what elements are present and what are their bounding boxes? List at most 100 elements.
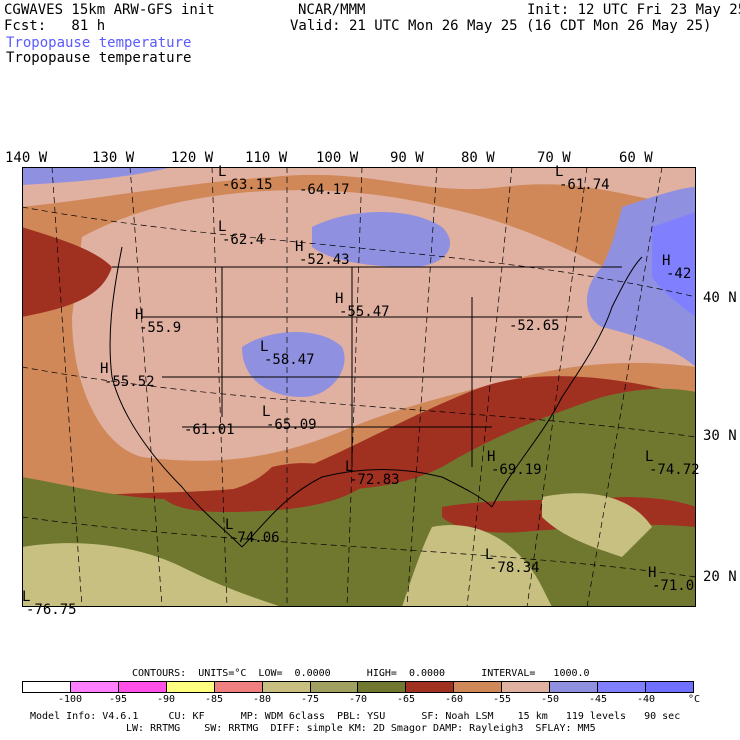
color-bar-swatch — [598, 682, 646, 692]
shade-minus75-caribbean — [402, 525, 552, 607]
color-bar-swatch — [502, 682, 551, 692]
extremum-value: -52.65 — [509, 318, 560, 334]
extremum-value: -61.74 — [559, 177, 610, 193]
lon-label: 80 W — [461, 150, 495, 166]
extremum-value: -55.9 — [139, 320, 182, 336]
low-marker: L — [555, 164, 564, 180]
color-bar-tick: -50 — [540, 694, 560, 705]
shade-minus55 — [72, 190, 696, 461]
extremum-value: -62.4 — [222, 232, 265, 248]
color-bar — [22, 681, 694, 693]
organization: NCAR/MMM — [298, 2, 366, 18]
lat-label: 40 N — [703, 290, 737, 306]
extremum-value: -63.15 — [222, 177, 273, 193]
valid-time: Valid: 21 UTC Mon 26 May 25 (16 CDT Mon … — [290, 18, 712, 34]
lon-label: 70 W — [537, 150, 571, 166]
shade-minus70 — [22, 388, 696, 607]
low-marker: L — [225, 517, 234, 533]
high-marker: H — [295, 239, 304, 255]
color-bar-swatch — [358, 682, 407, 692]
lat-label: 20 N — [703, 569, 737, 585]
color-bar-tick: -95 — [108, 694, 128, 705]
color-bar-tick: -70 — [348, 694, 368, 705]
extremum-value: -64.17 — [299, 182, 350, 198]
field-name: Tropopause temperature — [6, 50, 192, 66]
extremum-value: -61.01 — [184, 422, 235, 438]
extremum-value: -52.43 — [299, 252, 350, 268]
contours-info: CONTOURS: UNITS=°C LOW= 0.0000 HIGH= 0.0… — [132, 668, 590, 679]
map-frame — [22, 167, 696, 607]
graticule — [22, 167, 696, 607]
high-marker: H — [648, 565, 657, 581]
color-bar-tick: -40 — [636, 694, 656, 705]
color-bar-swatch — [23, 682, 71, 692]
color-bar-tick: -55 — [492, 694, 512, 705]
low-marker: L — [260, 339, 269, 355]
extremum-value: -74.72 — [649, 462, 700, 478]
shade-minus75 — [22, 543, 282, 607]
shade-minus50 — [22, 167, 172, 185]
low-marker: L — [645, 449, 654, 465]
high-marker: H — [662, 253, 671, 269]
lon-label: 90 W — [390, 150, 424, 166]
color-bar-swatch — [406, 682, 455, 692]
color-bar-tick: -100 — [57, 694, 83, 705]
extremum-value: -72.83 — [349, 472, 400, 488]
shade-minus50-midwest — [312, 212, 451, 267]
physics-info: LW: RRTMG SW: RRTMG DIFF: simple KM: 2D … — [126, 723, 596, 734]
extremum-value: -65.09 — [266, 417, 317, 433]
color-bar-tick: -85 — [204, 694, 224, 705]
shade-minus50-plains — [242, 332, 345, 397]
shade-minus65-mexico — [162, 463, 362, 512]
extremum-value: -55.47 — [339, 304, 390, 320]
shade-minus55-north — [22, 167, 696, 207]
color-bar-tick: -90 — [156, 694, 176, 705]
shade-minus45 — [652, 212, 696, 317]
extremum-value: -74.06 — [229, 530, 280, 546]
color-bar-swatch — [262, 682, 311, 692]
coastlines — [109, 246, 643, 548]
lon-label: 130 W — [92, 150, 135, 166]
color-bar-tick: °C — [687, 694, 701, 705]
low-marker: L — [22, 589, 31, 605]
lon-label: 60 W — [619, 150, 653, 166]
tropopause-temperature-map — [22, 167, 696, 607]
shade-minus75-east — [542, 493, 652, 557]
low-marker: L — [262, 404, 271, 420]
low-marker: L — [485, 547, 494, 563]
high-marker: H — [335, 291, 344, 307]
model-info: Model Info: V4.6.1 CU: KF MP: WDM 6class… — [30, 711, 681, 722]
extremum-value: -42 — [666, 266, 692, 282]
lon-label: 110 W — [245, 150, 288, 166]
extremum-value: -55.52 — [104, 374, 155, 390]
color-bar-swatch — [118, 682, 167, 692]
init-time: Init: 12 UTC Fri 23 May 25 — [527, 2, 740, 18]
color-bar-swatch — [645, 682, 693, 692]
color-bar-tick: -75 — [300, 694, 320, 705]
color-bar-swatch — [214, 682, 263, 692]
color-bar-tick: -45 — [588, 694, 608, 705]
color-bar-tick: -65 — [396, 694, 416, 705]
high-marker: H — [487, 449, 496, 465]
extremum-value: -69.19 — [491, 462, 542, 478]
extremum-value: -71.0 — [652, 578, 695, 594]
extremum-value: -76.75 — [26, 602, 77, 618]
color-bar-swatch — [166, 682, 215, 692]
shade-minus65 — [22, 376, 696, 534]
color-bar-tick: -60 — [444, 694, 464, 705]
color-bar-tick: -80 — [252, 694, 272, 705]
low-marker: L — [218, 219, 227, 235]
field-name-blue: Tropopause temperature — [6, 35, 192, 51]
color-bar-swatch — [550, 682, 599, 692]
lat-label: 30 N — [703, 428, 737, 444]
extremum-value: -78.34 — [489, 560, 540, 576]
shade-minus65-west — [22, 227, 112, 317]
forecast-hour: Fcst: 81 h — [4, 18, 106, 34]
high-marker: H — [135, 307, 144, 323]
low-marker: L — [345, 459, 354, 475]
extremum-value: -58.47 — [264, 352, 315, 368]
color-bar-swatch — [70, 682, 119, 692]
low-marker: L — [218, 164, 227, 180]
color-bar-swatch — [310, 682, 359, 692]
lon-label: 120 W — [171, 150, 214, 166]
